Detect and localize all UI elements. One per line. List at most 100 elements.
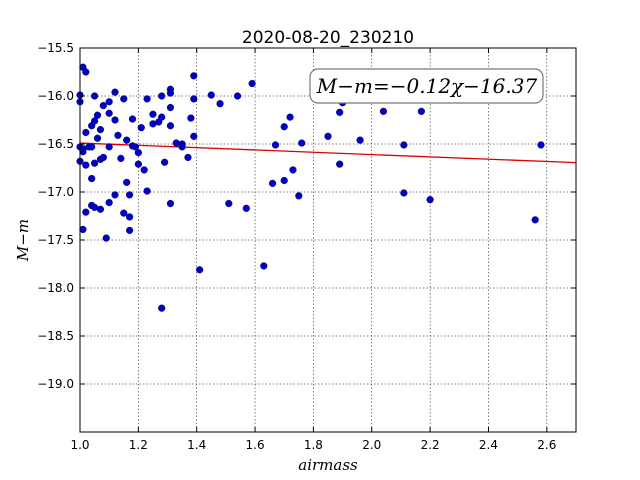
data-point (190, 72, 198, 80)
x-tick-label: 1.2 (129, 438, 148, 452)
data-point (105, 109, 113, 117)
data-point (417, 107, 425, 115)
data-point (123, 178, 131, 187)
data-point (126, 213, 134, 221)
data-point (88, 174, 96, 183)
data-point (280, 176, 288, 185)
data-point (207, 91, 215, 99)
x-tick-label: 2.0 (362, 438, 381, 452)
data-point (324, 132, 332, 140)
x-tick-label: 2.4 (479, 438, 498, 452)
data-point (93, 111, 102, 119)
data-point (158, 113, 166, 121)
y-tick-label: −18.5 (37, 329, 74, 343)
data-point (271, 141, 280, 149)
x-tick-label: 2.6 (537, 438, 556, 452)
data-point (178, 143, 186, 151)
data-point (105, 143, 113, 151)
data-point (120, 95, 128, 103)
data-point (190, 132, 198, 140)
x-tick-label: 1.4 (187, 438, 206, 452)
data-point (336, 160, 344, 168)
data-point (82, 68, 90, 76)
data-point (295, 192, 303, 200)
data-point (82, 208, 90, 216)
data-point (184, 153, 192, 162)
data-point (111, 191, 119, 199)
axis-ticks: 1.0 1.2 1.4 1.6 1.8 2.0 2.2 2.4 2.6 −15.5 −16.0 −16… (37, 41, 576, 452)
data-point (96, 205, 105, 213)
data-point (149, 110, 157, 118)
data-point (242, 204, 250, 212)
data-point (96, 126, 105, 134)
y-axis-label: M−m (14, 219, 32, 262)
data-point (102, 234, 110, 242)
data-point (79, 225, 87, 234)
data-point (105, 98, 113, 106)
data-point (128, 142, 137, 150)
x-tick-label: 2.2 (421, 438, 440, 452)
data-point (298, 139, 306, 147)
x-tick-label: 1.0 (70, 438, 89, 452)
data-point (123, 136, 131, 144)
y-tick-label: −18.0 (37, 281, 74, 295)
x-axis-label: airmass (298, 456, 358, 474)
data-point (400, 189, 408, 197)
data-point (143, 187, 151, 195)
data-point (289, 166, 297, 174)
data-point (196, 266, 204, 274)
data-point (82, 161, 90, 169)
data-point (426, 196, 434, 204)
data-point (128, 115, 137, 123)
data-point (114, 131, 122, 139)
fit-line (79, 142, 577, 164)
data-point (99, 153, 107, 162)
data-point (93, 134, 102, 142)
data-point (166, 122, 175, 130)
data-point (111, 116, 119, 124)
data-points (76, 63, 545, 312)
data-point (126, 191, 134, 199)
data-point (280, 123, 288, 131)
chart-title: 2020-08-20_230210 (242, 28, 414, 48)
y-tick-label: −17.0 (37, 185, 74, 199)
data-point (137, 124, 145, 132)
data-point (79, 148, 87, 156)
data-point (134, 160, 142, 168)
fit-equation-box: M−m=−0.12χ−16.37 (309, 68, 544, 104)
data-point (158, 304, 166, 312)
x-tick-label: 1.6 (246, 438, 265, 452)
data-point (88, 143, 96, 151)
data-point (537, 141, 545, 149)
data-point (105, 198, 113, 207)
data-point (260, 262, 268, 270)
data-point (111, 88, 119, 96)
data-point (356, 136, 364, 144)
y-tick-label: −19.0 (37, 377, 74, 391)
data-point (216, 100, 224, 108)
data-point (336, 108, 344, 116)
data-point (233, 92, 242, 100)
data-point (286, 113, 294, 121)
data-point (531, 216, 539, 224)
fit-equation-label: M−m=−0.12χ−16.37 (316, 74, 538, 98)
data-point (90, 117, 99, 125)
y-tick-label: −16.5 (37, 137, 74, 151)
data-point (166, 103, 175, 112)
data-point (120, 209, 128, 217)
fit-line-group (79, 142, 577, 164)
y-tick-label: −15.5 (37, 41, 74, 55)
data-point (166, 89, 175, 97)
data-point (134, 149, 142, 157)
data-point (248, 79, 256, 88)
data-point (379, 107, 388, 115)
x-tick-label: 1.8 (304, 438, 323, 452)
data-point (82, 128, 90, 137)
data-point (161, 158, 169, 166)
data-point (190, 95, 198, 103)
data-point (90, 92, 99, 100)
data-point (225, 199, 233, 208)
y-tick-label: −17.5 (37, 233, 74, 247)
data-point (143, 95, 151, 103)
